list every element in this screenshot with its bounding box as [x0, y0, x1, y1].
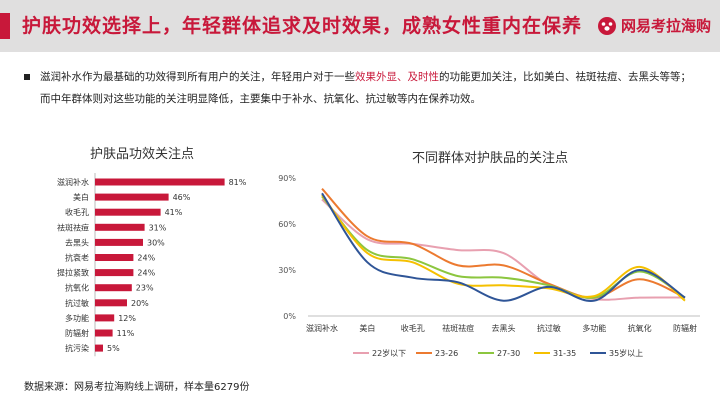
bar-category-label: 抗过敏: [65, 298, 89, 308]
y-tick-label: 30%: [278, 266, 296, 275]
bar-value-label: 31%: [149, 223, 167, 232]
bar-category-label: 多功能: [65, 313, 89, 323]
intro-text-part1: 滋润补水作为最基础的功效得到所有用户的关注，年轻用户对于一些: [40, 71, 355, 83]
bar-value-label: 24%: [137, 254, 155, 263]
x-tick-label: 多功能: [582, 323, 606, 333]
bar-category-label: 抗氧化: [65, 283, 89, 293]
title-bar: 护肤功效选择上，年轻群体追求及时效果，成熟女性重内在保养 网易考拉海购: [0, 0, 720, 52]
x-tick-label: 美白: [359, 323, 375, 333]
intro-highlight: 效果外显、及时性: [355, 71, 439, 83]
x-tick-label: 抗氧化: [628, 323, 652, 333]
bar-value-label: 20%: [131, 299, 149, 308]
series-line: [321, 195, 686, 299]
line-chart-title: 不同群体对护肤品的关注点: [412, 151, 569, 166]
y-tick-label: 90%: [278, 174, 296, 183]
bar-value-label: 41%: [165, 208, 183, 217]
bar: [95, 238, 143, 246]
bar: [95, 223, 145, 231]
bar-chart: 滋润补水 81% 美白 46% 收毛孔 41% 祛斑祛痘 31% 去黑头 30% 抗衰老 24% 提拉紧…: [57, 173, 247, 357]
bar-category-label: 防辐射: [65, 328, 89, 338]
bar: [95, 299, 127, 307]
series-line: [321, 192, 686, 302]
page-title: 护肤功效选择上，年轻群体追求及时效果，成熟女性重内在保养: [22, 15, 583, 37]
bar: [95, 193, 169, 201]
y-tick-label: 0%: [283, 312, 296, 321]
bar-category-label: 祛斑祛痘: [57, 222, 89, 232]
bar: [95, 344, 103, 352]
x-tick-label: 滋润补水: [306, 323, 338, 333]
title-accent: [0, 13, 10, 39]
bar: [95, 329, 113, 337]
series-line: [321, 198, 686, 301]
line-chart: 0% 30% 60% 90% 滋润补水 美白 收毛孔 祛斑祛痘 去黑头 抗过敏 多功能 抗氧化 防辐射 2…: [278, 174, 700, 358]
bar-value-label: 46%: [173, 193, 191, 202]
x-tick-label: 防辐射: [673, 323, 697, 333]
bar: [95, 284, 132, 292]
intro-text-part2: 的功能更加关注，比如美白、祛斑祛痘、去黑头等等；而中年群体则对这些功能的关注明显…: [40, 71, 691, 105]
bar: [95, 269, 134, 277]
series-line: [321, 194, 686, 302]
bar-category-label: 收毛孔: [65, 207, 89, 217]
bar-chart-title: 护肤品功效关注点: [90, 147, 195, 162]
legend-label: 22岁以下: [372, 348, 406, 358]
brand-name: 网易考拉海购: [621, 17, 712, 35]
legend-label: 23-26: [435, 349, 458, 358]
bar-value-label: 24%: [137, 269, 155, 278]
bar: [95, 254, 134, 261]
x-tick-label: 去黑头: [492, 323, 516, 333]
bar-category-label: 抗衰老: [65, 253, 89, 263]
bar-value-label: 81%: [229, 178, 247, 187]
brand-logo: 网易考拉海购: [597, 15, 711, 36]
bar-value-label: 12%: [118, 314, 136, 323]
bar: [95, 314, 115, 322]
bar-category-label: 提拉紧致: [57, 268, 89, 278]
bar-value-label: 30%: [147, 238, 165, 247]
data-source: 数据来源：网易考拉海购线上调研，样本量6279份: [24, 382, 250, 393]
intro-paragraph: 滋润补水作为最基础的功效得到所有用户的关注，年轻用户对于一些效果外显、及时性的功…: [24, 66, 696, 110]
bar: [95, 208, 161, 216]
bar-value-label: 11%: [117, 329, 135, 338]
x-tick-label: 祛斑祛痘: [442, 323, 474, 333]
series-line: [321, 188, 686, 299]
legend-label: 27-30: [497, 349, 520, 358]
bar-value-label: 5%: [107, 344, 120, 353]
legend-label: 35岁以上: [609, 348, 643, 358]
bar-category-label: 去黑头: [65, 237, 89, 247]
bullet-icon: [24, 74, 30, 80]
bar-category-label: 美白: [73, 192, 89, 202]
legend-label: 31-35: [553, 349, 576, 358]
bar-category-label: 滋润补水: [57, 177, 89, 187]
x-tick-label: 抗过敏: [537, 323, 561, 333]
y-tick-label: 60%: [278, 220, 296, 229]
intro-text: 滋润补水作为最基础的功效得到所有用户的关注，年轻用户对于一些效果外显、及时性的功…: [40, 66, 696, 110]
bar-value-label: 23%: [136, 284, 154, 293]
bar: [95, 178, 225, 186]
x-tick-label: 收毛孔: [401, 323, 425, 333]
kaola-logo-icon: [598, 16, 616, 35]
bar-category-label: 抗污染: [65, 343, 89, 353]
